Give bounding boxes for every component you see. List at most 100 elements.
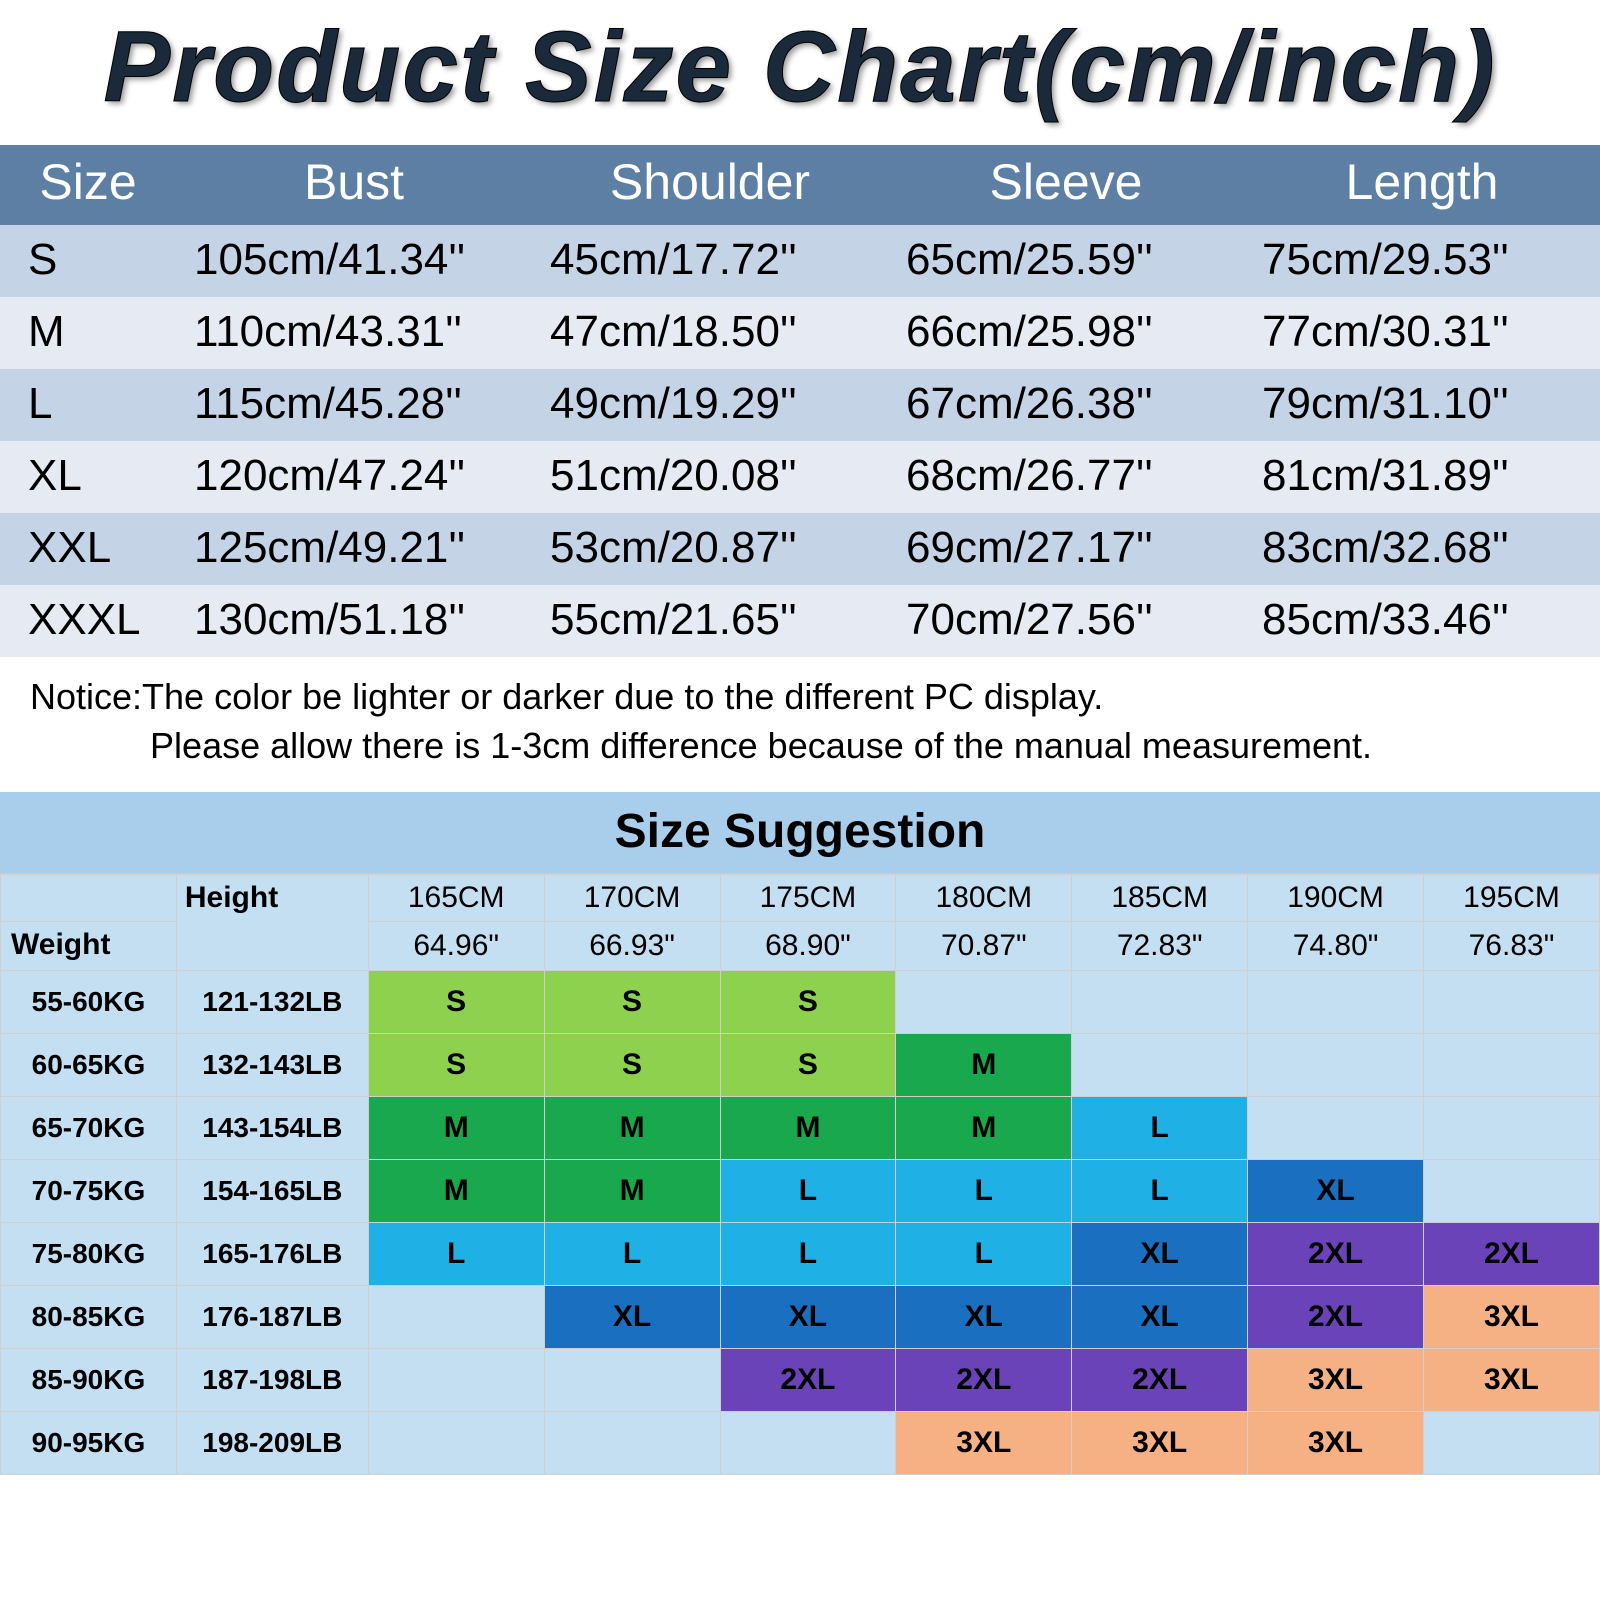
page-title: Product Size Chart(cm/inch) [0,0,1600,145]
suggestion-size-cell: 3XL [1424,1286,1600,1349]
suggestion-height-cm: 195CM [1424,875,1600,922]
size-chart-col-bust: Bust [176,145,532,225]
suggestion-size-cell: M [896,1034,1072,1097]
size-chart-cell: 55cm/21.65'' [532,585,888,657]
suggestion-empty-cell [544,1349,720,1412]
suggestion-size-cell: 3XL [896,1412,1072,1475]
size-chart-row: S105cm/41.34''45cm/17.72''65cm/25.59''75… [0,225,1600,297]
suggestion-height-cm: 180CM [896,875,1072,922]
size-chart-row: XL120cm/47.24''51cm/20.08''68cm/26.77''8… [0,441,1600,513]
size-chart-cell: 70cm/27.56'' [888,585,1244,657]
suggestion-weight-lb: 143-154LB [176,1097,368,1160]
suggestion-size-cell: S [720,971,896,1034]
suggestion-weight-label: Weight [1,922,177,971]
size-chart-cell: 125cm/49.21'' [176,513,532,585]
suggestion-size-cell: 3XL [1072,1412,1248,1475]
suggestion-weight-lb: 165-176LB [176,1223,368,1286]
suggestion-size-cell: L [896,1223,1072,1286]
size-chart-row: XXXL130cm/51.18''55cm/21.65''70cm/27.56'… [0,585,1600,657]
suggestion-empty-cell [1248,1097,1424,1160]
suggestion-empty-cell [1424,1160,1600,1223]
suggestion-size-cell: M [368,1160,544,1223]
suggestion-weight-lb: 176-187LB [176,1286,368,1349]
suggestion-weight-kg: 80-85KG [1,1286,177,1349]
size-chart-cell: 65cm/25.59'' [888,225,1244,297]
suggestion-empty-cell [1424,1034,1600,1097]
suggestion-size-cell: 2XL [720,1349,896,1412]
suggestion-size-cell: S [368,971,544,1034]
size-chart-cell: 110cm/43.31'' [176,297,532,369]
size-chart-header-row: SizeBustShoulderSleeveLength [0,145,1600,225]
notice-line-2: Please allow there is 1-3cm difference b… [150,725,1372,766]
size-chart-cell: 83cm/32.68'' [1244,513,1600,585]
size-chart-cell: 77cm/30.31'' [1244,297,1600,369]
size-chart-cell: 79cm/31.10'' [1244,369,1600,441]
size-chart-cell: 45cm/17.72'' [532,225,888,297]
size-suggestion-title: Size Suggestion [0,792,1600,874]
suggestion-size-cell: 2XL [1248,1286,1424,1349]
suggestion-row: 85-90KG187-198LB2XL2XL2XL3XL3XL [1,1349,1600,1412]
suggestion-empty-cell [368,1349,544,1412]
size-chart-cell: S [0,225,176,297]
suggestion-height-cm: 170CM [544,875,720,922]
size-chart-cell: 68cm/26.77'' [888,441,1244,513]
size-chart-col-length: Length [1244,145,1600,225]
size-chart-col-size: Size [0,145,176,225]
suggestion-size-cell: 3XL [1248,1412,1424,1475]
suggestion-size-cell: M [720,1097,896,1160]
size-chart-cell: L [0,369,176,441]
suggestion-height-cm: 190CM [1248,875,1424,922]
suggestion-size-cell: M [368,1097,544,1160]
suggestion-size-cell: XL [1072,1223,1248,1286]
notice-line-1: Notice:The color be lighter or darker du… [30,676,1103,717]
size-chart-table: SizeBustShoulderSleeveLength S105cm/41.3… [0,145,1600,657]
suggestion-size-cell: 3XL [1248,1349,1424,1412]
suggestion-size-cell: L [1072,1097,1248,1160]
suggestion-height-in: 74.80" [1248,922,1424,971]
suggestion-weight-kg: 55-60KG [1,971,177,1034]
size-suggestion-table: Height165CM170CM175CM180CM185CM190CM195C… [0,874,1600,1475]
suggestion-size-cell: L [720,1223,896,1286]
suggestion-row: 80-85KG176-187LBXLXLXLXL2XL3XL [1,1286,1600,1349]
suggestion-size-cell: 2XL [896,1349,1072,1412]
suggestion-size-cell: 2XL [1248,1223,1424,1286]
suggestion-size-cell: XL [1072,1286,1248,1349]
size-chart-cell: 120cm/47.24'' [176,441,532,513]
suggestion-weight-lb: 198-209LB [176,1412,368,1475]
suggestion-empty-cell [368,1412,544,1475]
suggestion-size-cell: S [544,971,720,1034]
suggestion-empty-cell [896,971,1072,1034]
size-chart-cell: 81cm/31.89'' [1244,441,1600,513]
suggestion-weight-kg: 70-75KG [1,1160,177,1223]
suggestion-weight-lb: 154-165LB [176,1160,368,1223]
suggestion-row: 70-75KG154-165LBMMLLLXL [1,1160,1600,1223]
size-chart-cell: 105cm/41.34'' [176,225,532,297]
suggestion-empty-cell [1072,971,1248,1034]
suggestion-row: 65-70KG143-154LBMMMML [1,1097,1600,1160]
size-chart-cell: XL [0,441,176,513]
suggestion-size-cell: L [1072,1160,1248,1223]
suggestion-weight-lb: 187-198LB [176,1349,368,1412]
suggestion-row: 75-80KG165-176LBLLLLXL2XL2XL [1,1223,1600,1286]
size-suggestion-section: Size Suggestion Height165CM170CM175CM180… [0,792,1600,1475]
suggestion-weight-kg: 60-65KG [1,1034,177,1097]
suggestion-size-cell: XL [896,1286,1072,1349]
suggestion-weight-kg: 65-70KG [1,1097,177,1160]
size-chart-row: XXL125cm/49.21''53cm/20.87''69cm/27.17''… [0,513,1600,585]
size-chart-cell: 69cm/27.17'' [888,513,1244,585]
suggestion-size-cell: S [720,1034,896,1097]
notice-text: Notice:The color be lighter or darker du… [0,657,1600,792]
size-chart-cell: XXL [0,513,176,585]
size-chart-cell: 66cm/25.98'' [888,297,1244,369]
size-chart-cell: 115cm/45.28'' [176,369,532,441]
size-chart-cell: 75cm/29.53'' [1244,225,1600,297]
suggestion-empty-cell [544,1412,720,1475]
suggestion-size-cell: 2XL [1072,1349,1248,1412]
suggestion-height-in: 72.83" [1072,922,1248,971]
suggestion-size-cell: L [368,1223,544,1286]
suggestion-height-cm: 165CM [368,875,544,922]
suggestion-weight-lb: 132-143LB [176,1034,368,1097]
size-chart-cell: 47cm/18.50'' [532,297,888,369]
suggestion-empty-cell [368,1286,544,1349]
suggestion-size-cell: L [896,1160,1072,1223]
